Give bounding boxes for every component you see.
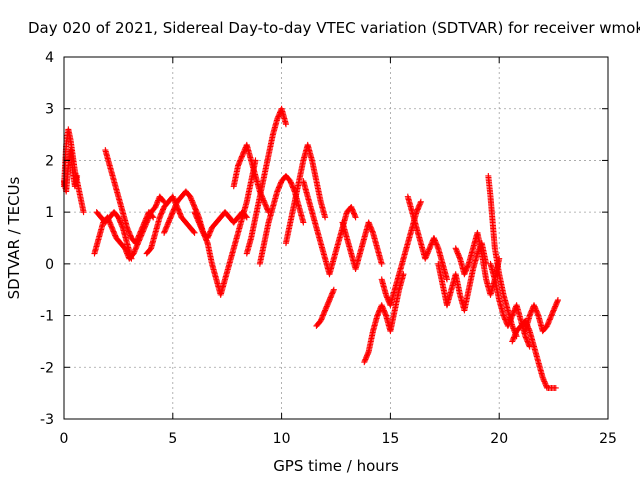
data-point	[322, 214, 329, 221]
chart-title: Day 020 of 2021, Sidereal Day-to-day VTE…	[28, 19, 640, 37]
grid-layer	[64, 57, 608, 419]
y-tick-label: -2	[40, 360, 54, 376]
data-point	[552, 384, 559, 391]
plot-frame	[63, 56, 609, 420]
x-axis-label: GPS time / hours	[273, 457, 399, 475]
data-point	[128, 255, 135, 262]
data-point	[378, 260, 385, 267]
x-tick-label: 20	[490, 431, 508, 447]
y-tick-label: 3	[45, 102, 54, 118]
y-tick-label: -3	[40, 412, 54, 428]
data-point	[150, 214, 157, 221]
x-tick-label: 10	[273, 431, 291, 447]
data-point	[149, 213, 156, 220]
data-point	[80, 209, 87, 216]
ticks-layer: 0 5 10 15 20 25 -3 -2 -1 0 1 2 3 4	[40, 50, 617, 447]
x-tick-label: 5	[168, 431, 177, 447]
y-tick-label: -1	[40, 309, 54, 325]
data-point	[190, 228, 197, 235]
y-tick-label: 2	[45, 153, 54, 169]
data-points-layer	[61, 105, 561, 391]
data-point	[282, 121, 289, 128]
data-point	[443, 276, 450, 283]
y-tick-label: 1	[45, 205, 54, 221]
data-point	[417, 198, 424, 205]
y-axis-label: SDTVAR / TECUs	[5, 176, 23, 299]
data-point	[74, 172, 81, 179]
data-point	[191, 229, 198, 236]
data-point	[554, 297, 561, 304]
y-tick-label: 0	[45, 257, 54, 273]
data-point	[160, 197, 167, 204]
x-tick-label: 15	[381, 431, 399, 447]
data-point	[300, 219, 307, 226]
x-tick-label: 0	[60, 431, 69, 447]
x-tick-label: 25	[599, 431, 617, 447]
y-tick-label: 4	[45, 50, 54, 66]
data-point	[352, 214, 359, 221]
data-point	[330, 286, 337, 293]
